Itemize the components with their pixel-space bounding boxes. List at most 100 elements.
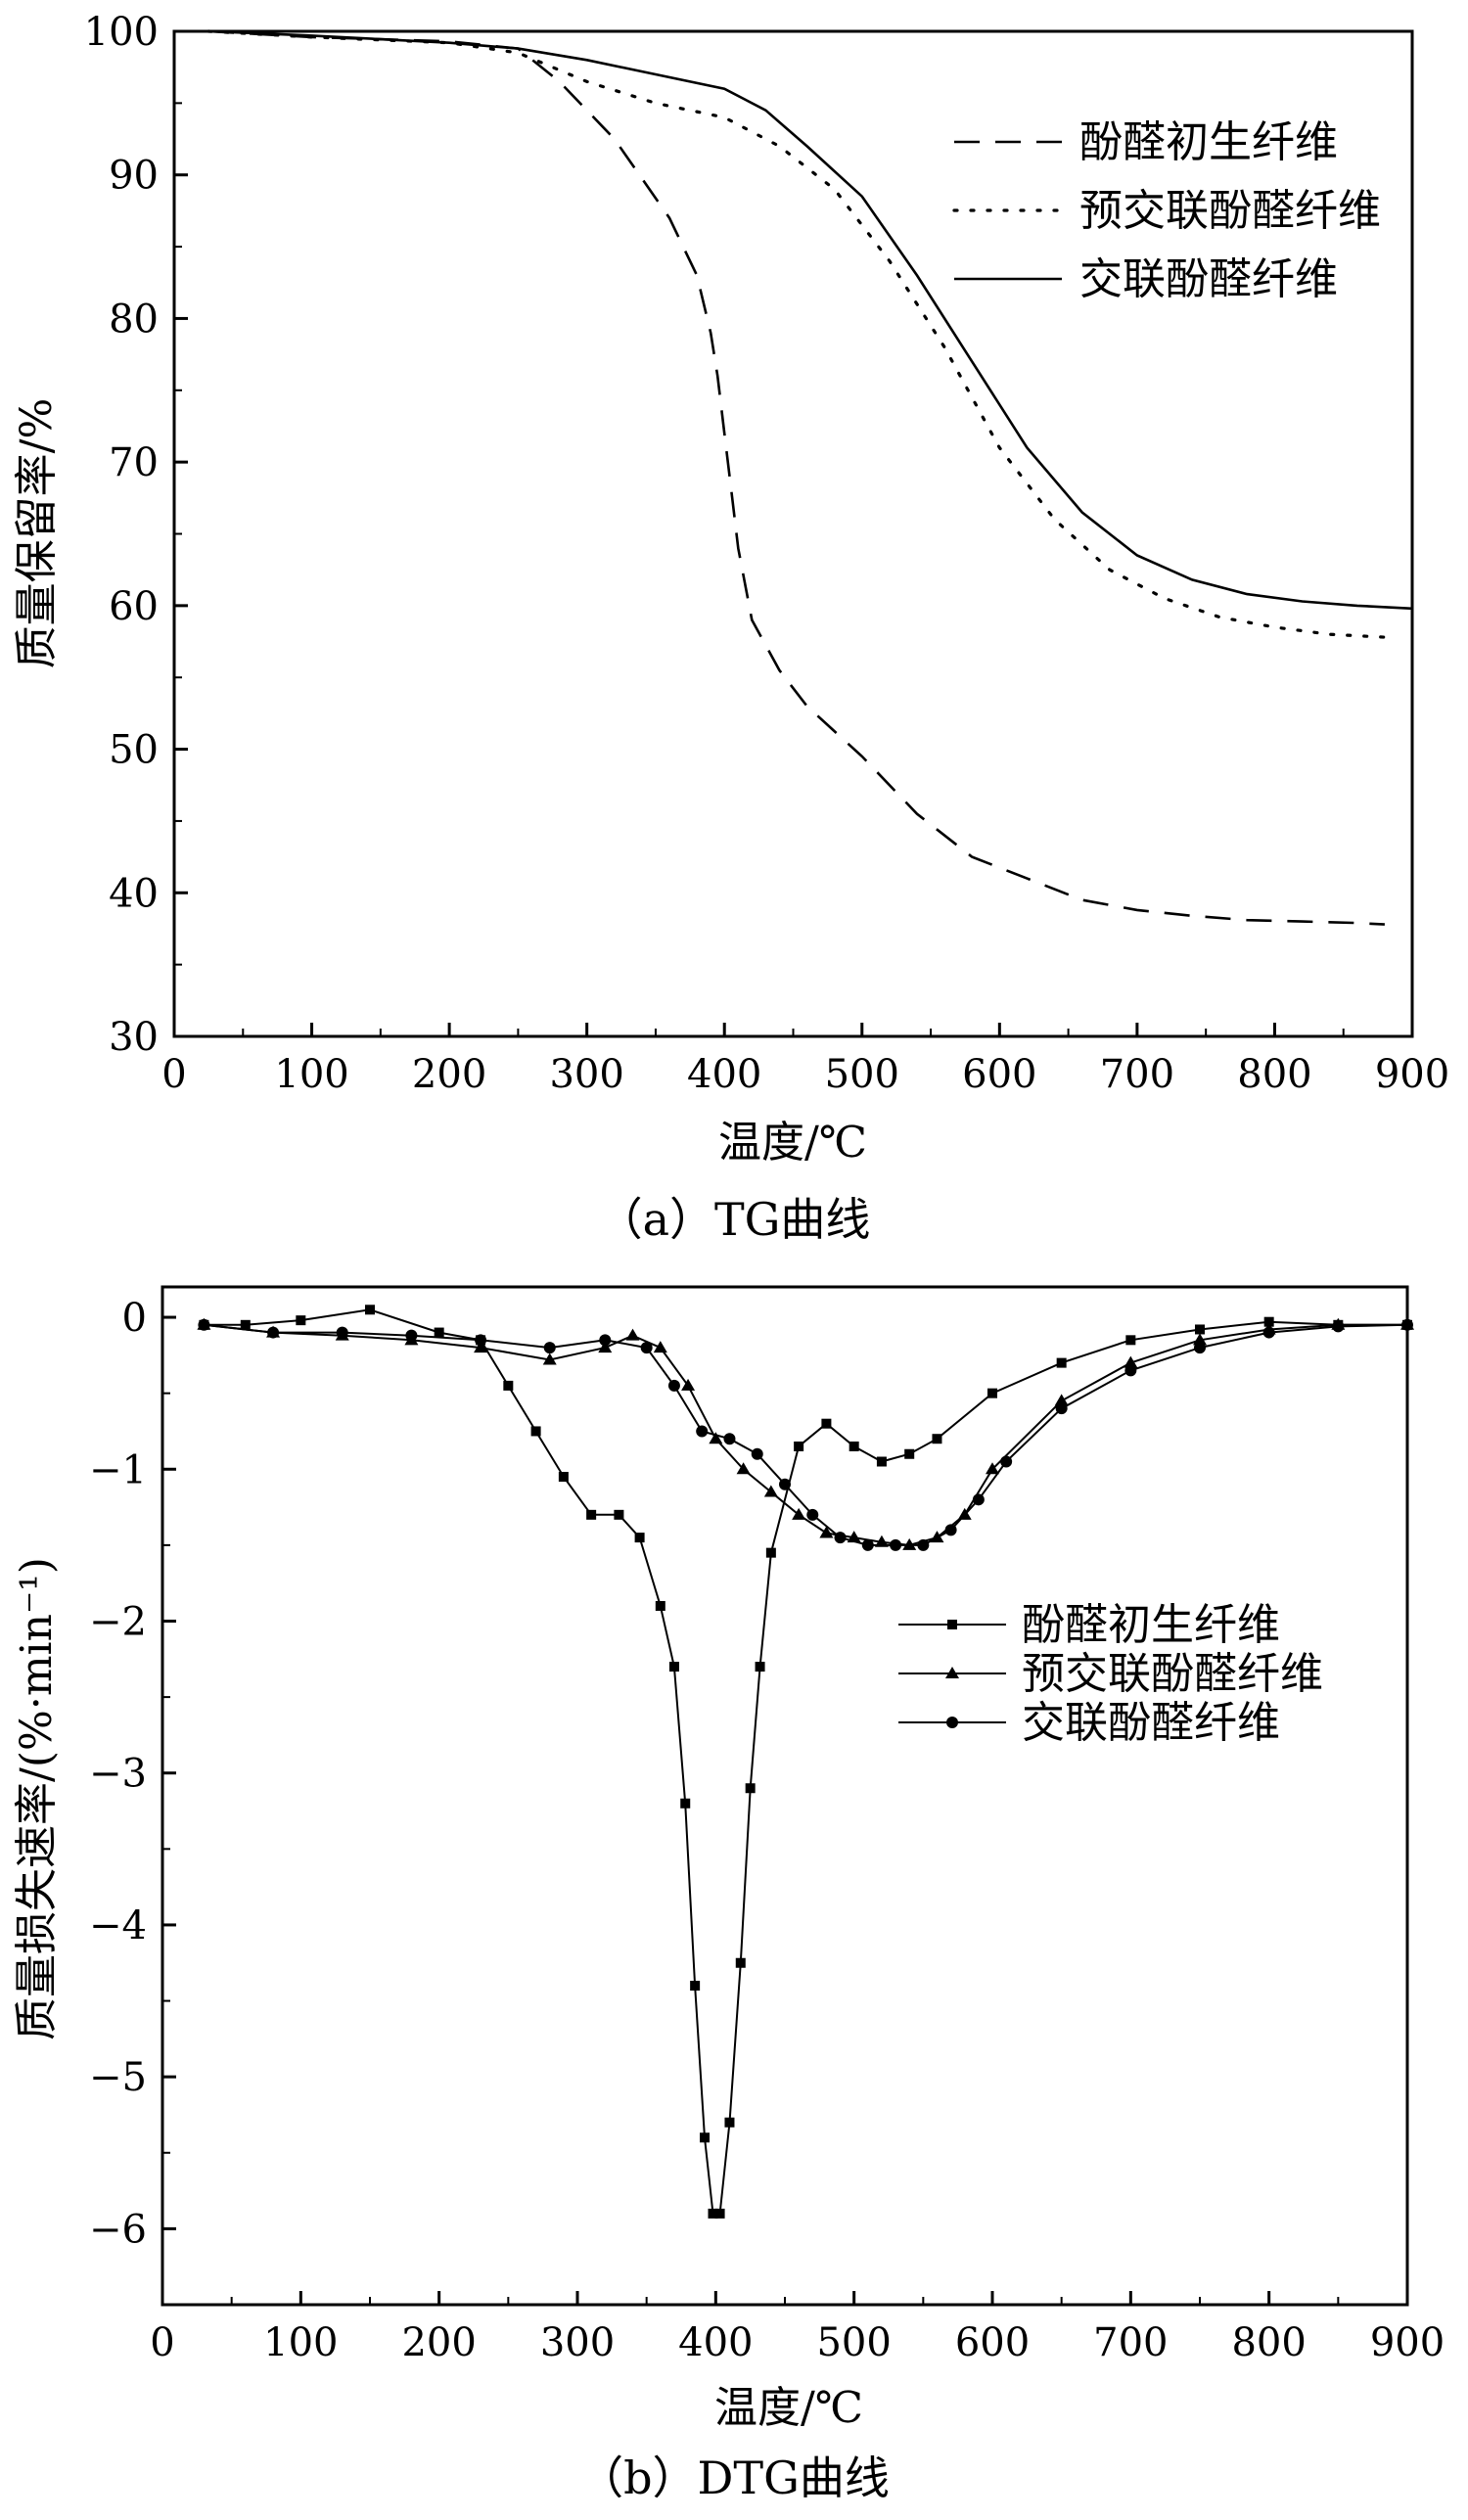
dtg-series-line-3 <box>204 1323 1408 1546</box>
tg-series-line-1 <box>208 29 1385 926</box>
dtg-panel: 0 100 200 300 400 500 600 700 800 900 0 −1 −2 −3 −4 −5… <box>12 1285 1445 2504</box>
dtg-point-1 <box>668 1662 679 1672</box>
dtg-point-1 <box>724 2117 735 2128</box>
tg-y-tick-label: 80 <box>109 297 159 342</box>
dtg-point-1 <box>1263 1316 1274 1327</box>
dtg-point-1 <box>1125 1335 1136 1346</box>
dtg-x-axis-title: 温度/℃ <box>714 2383 863 2433</box>
dtg-point-3 <box>640 1342 653 1354</box>
dtg-x-ticks: 0 100 200 300 400 500 600 700 800 900 <box>150 2291 1445 2365</box>
dtg-point-1 <box>434 1327 444 1338</box>
tg-x-tick-label: 600 <box>962 1052 1036 1097</box>
dtg-point-3 <box>696 1425 709 1438</box>
tg-panel: 0 100 200 300 400 500 600 700 800 900 30 40 50 60 70 8… <box>12 10 1449 1246</box>
tg-x-ticks: 0 100 200 300 400 500 600 700 800 900 <box>161 1023 1449 1097</box>
dtg-legend-label-1: 酚醛初生纤维 <box>1022 1600 1280 1650</box>
dtg-point-3 <box>599 1334 612 1347</box>
dtg-y-tick-label: −5 <box>89 2055 147 2100</box>
dtg-point-3 <box>1000 1455 1013 1468</box>
tg-y-tick-label: 50 <box>109 728 159 773</box>
dtg-point-3 <box>861 1538 874 1551</box>
dtg-point-3 <box>198 1318 210 1331</box>
dtg-point-1 <box>876 1456 887 1467</box>
dtg-point-1 <box>765 1547 776 1558</box>
dtg-point-1 <box>680 1798 691 1809</box>
dtg-point-1 <box>1056 1357 1067 1368</box>
dtg-point-3 <box>1055 1402 1068 1415</box>
dtg-x-tick-label: 400 <box>678 2320 753 2365</box>
dtg-x-tick-label: 0 <box>150 2320 174 2365</box>
dtg-point-2 <box>792 1507 806 1520</box>
dtg-point-1 <box>714 2208 725 2219</box>
dtg-legend-marker-1 <box>947 1620 957 1629</box>
tg-x-tick-label: 100 <box>274 1052 348 1097</box>
dtg-point-2 <box>986 1462 999 1475</box>
dtg-point-3 <box>267 1326 280 1339</box>
dtg-legend-marker-3 <box>946 1717 958 1728</box>
dtg-y-tick-label: −2 <box>89 1599 147 1644</box>
dtg-y-tick-label: −6 <box>89 2207 147 2252</box>
dtg-point-3 <box>1332 1320 1345 1333</box>
dtg-y-tick-label: 0 <box>122 1296 147 1341</box>
dtg-point-2 <box>1124 1355 1138 1368</box>
tg-x-tick-label: 800 <box>1237 1052 1311 1097</box>
dtg-y-axis-title: 质量损失速率/(%·min⁻¹) <box>12 1557 62 2040</box>
dtg-point-3 <box>751 1447 763 1460</box>
tg-x-tick-label: 900 <box>1375 1052 1449 1097</box>
dtg-series-line-1 <box>204 1308 1407 2215</box>
dtg-point-2 <box>598 1341 613 1353</box>
dtg-point-3 <box>336 1326 348 1339</box>
tg-y-tick-label: 60 <box>109 584 159 629</box>
dtg-point-1 <box>586 1509 597 1520</box>
dtg-point-3 <box>944 1524 957 1536</box>
dtg-point-2 <box>736 1462 751 1475</box>
dtg-point-3 <box>543 1342 556 1354</box>
dtg-point-1 <box>904 1448 915 1459</box>
dtg-point-3 <box>1124 1364 1137 1377</box>
tg-y-tick-label: 40 <box>109 871 159 916</box>
dtg-point-2 <box>653 1341 667 1353</box>
tg-legend-label-3: 交联酚醛纤维 <box>1079 254 1338 304</box>
dtg-point-2 <box>474 1341 488 1353</box>
dtg-point-1 <box>1195 1324 1205 1335</box>
tg-y-ticks: 30 40 50 60 70 80 90 100 <box>84 10 188 1060</box>
dtg-x-tick-label: 700 <box>1093 2320 1168 2365</box>
dtg-y-tick-label: −3 <box>89 1752 147 1797</box>
dtg-point-1 <box>614 1509 624 1520</box>
tg-legend-label-2: 预交联酚醛纤维 <box>1079 186 1381 236</box>
dtg-x-tick-label: 600 <box>955 2320 1030 2365</box>
dtg-point-3 <box>475 1334 487 1347</box>
dtg-point-1 <box>794 1441 804 1451</box>
tg-series-line-3 <box>208 29 1413 611</box>
dtg-point-1 <box>240 1319 251 1330</box>
dtg-point-1 <box>558 1472 569 1483</box>
dtg-point-3 <box>972 1493 985 1506</box>
dtg-point-2 <box>763 1485 778 1497</box>
dtg-point-1 <box>849 1441 859 1451</box>
tg-y-axis-title: 质量保留率/% <box>12 398 62 669</box>
tg-x-axis-title: 温度/℃ <box>718 1118 867 1168</box>
dtg-point-1 <box>932 1434 942 1444</box>
tg-x-tick-label: 500 <box>825 1052 899 1097</box>
dtg-y-ticks: 0 −1 −2 −3 −4 −5 −6 <box>89 1296 176 2252</box>
tg-y-tick-label: 30 <box>109 1015 159 1060</box>
dtg-x-tick-label: 200 <box>401 2320 476 2365</box>
dtg-point-2 <box>819 1526 834 1538</box>
dtg-point-1 <box>735 1957 746 1968</box>
dtg-point-1 <box>655 1600 665 1611</box>
tg-x-tick-label: 400 <box>687 1052 761 1097</box>
dtg-point-1 <box>530 1426 541 1437</box>
dtg-point-2 <box>625 1328 640 1341</box>
tg-y-tick-label: 70 <box>109 440 159 485</box>
dtg-point-1 <box>987 1388 997 1398</box>
dtg-point-2 <box>542 1352 557 1365</box>
dtg-point-3 <box>667 1379 680 1392</box>
dtg-plot-frame <box>161 1285 1409 2307</box>
dtg-point-2 <box>681 1378 696 1391</box>
dtg-point-3 <box>779 1478 791 1490</box>
dtg-series-line-2 <box>204 1323 1407 1546</box>
dtg-y-tick-label: −1 <box>89 1447 147 1492</box>
